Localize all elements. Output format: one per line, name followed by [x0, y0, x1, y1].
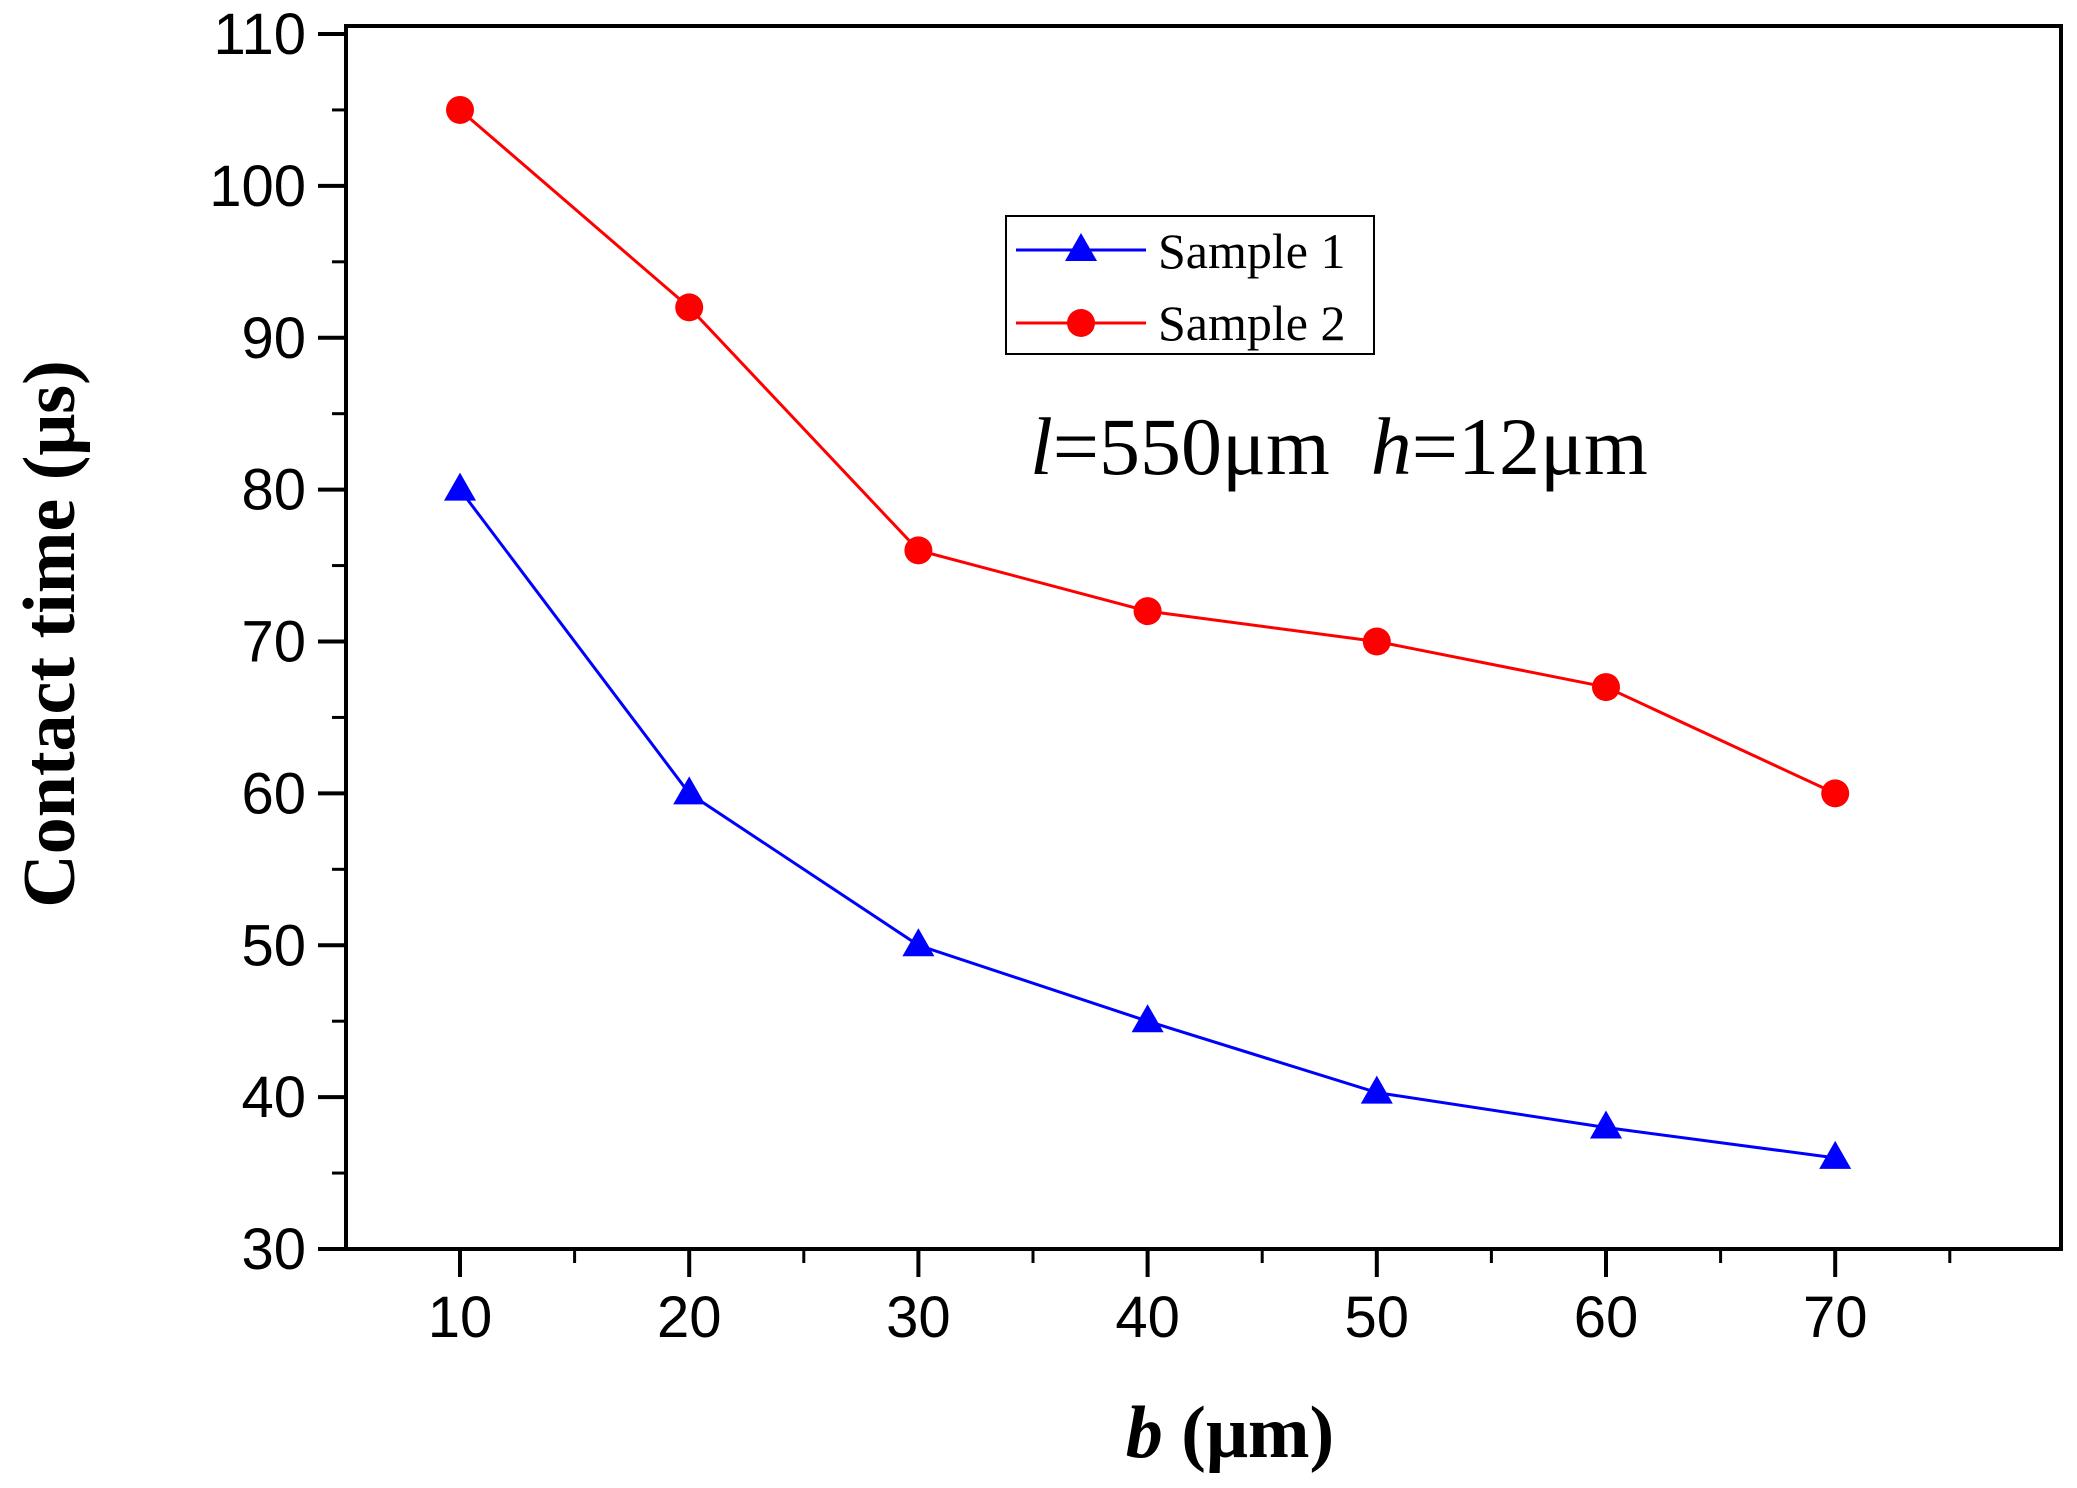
y-tick-label: 110	[214, 2, 306, 67]
x-axis-variable: b	[1126, 1392, 1163, 1474]
data-point-triangle	[444, 472, 476, 501]
y-tick-label: 50	[241, 913, 306, 978]
legend-box	[1005, 215, 1375, 355]
annotation-value: =12μm	[1412, 401, 1648, 492]
x-axis-title: b (μm)	[1126, 1392, 1334, 1474]
legend-marker-circle	[1067, 309, 1095, 337]
y-tick-label: 70	[241, 610, 306, 675]
y-tick-label: 30	[241, 1217, 306, 1282]
legend-label-sample-1: Sample 1	[1158, 223, 1345, 279]
y-tick-label: 90	[241, 306, 306, 371]
y-tick-label: 40	[241, 1065, 306, 1130]
legend-label-sample-2: Sample 2	[1158, 295, 1345, 351]
x-axis-unit: (μm)	[1163, 1392, 1334, 1474]
data-point-triangle	[1360, 1075, 1393, 1104]
x-tick-label: 10	[428, 1285, 493, 1350]
plot-frame	[344, 24, 2063, 1251]
y-tick-label: 100	[209, 154, 306, 219]
x-tick-label: 40	[1115, 1285, 1180, 1350]
data-point-triangle	[1590, 1110, 1622, 1139]
annotation-variable: l	[1030, 401, 1053, 492]
x-tick-label: 20	[657, 1285, 722, 1350]
data-point-circle	[1821, 779, 1850, 808]
data-point-triangle	[902, 928, 935, 957]
annotation-variable: h	[1371, 401, 1412, 492]
data-point-circle	[904, 536, 933, 565]
data-point-triangle	[1819, 1140, 1852, 1169]
x-tick-label: 50	[1345, 1285, 1410, 1350]
data-point-circle	[675, 293, 704, 322]
y-tick-label: 80	[241, 458, 306, 523]
parameter-annotation: l=550μm h=12μm	[1030, 401, 1648, 492]
legend-marker-triangle	[1065, 233, 1097, 261]
x-tick-label: 60	[1574, 1285, 1639, 1350]
data-point-circle	[1362, 627, 1391, 656]
x-tick-label: 70	[1803, 1285, 1868, 1350]
data-point-circle	[1592, 673, 1620, 702]
y-axis-title: Contact time (μs)	[9, 360, 91, 907]
data-point-circle	[1133, 597, 1162, 626]
x-tick-label: 30	[886, 1285, 951, 1350]
data-point-triangle	[1131, 1004, 1164, 1033]
series-line-1	[458, 488, 1836, 1160]
data-point-circle	[446, 95, 474, 124]
y-tick-label: 60	[241, 761, 306, 826]
x-axis: 10 20 30 40 50 60 70	[428, 1249, 1952, 1350]
legend: Sample 1 Sample 2	[1005, 215, 1375, 355]
series-layer	[444, 95, 1852, 1169]
annotation-value: =550μm	[1053, 401, 1371, 492]
y-axis: 30 40 50 60 70 80 90 100 110	[209, 2, 346, 1282]
data-point-triangle	[673, 776, 706, 805]
